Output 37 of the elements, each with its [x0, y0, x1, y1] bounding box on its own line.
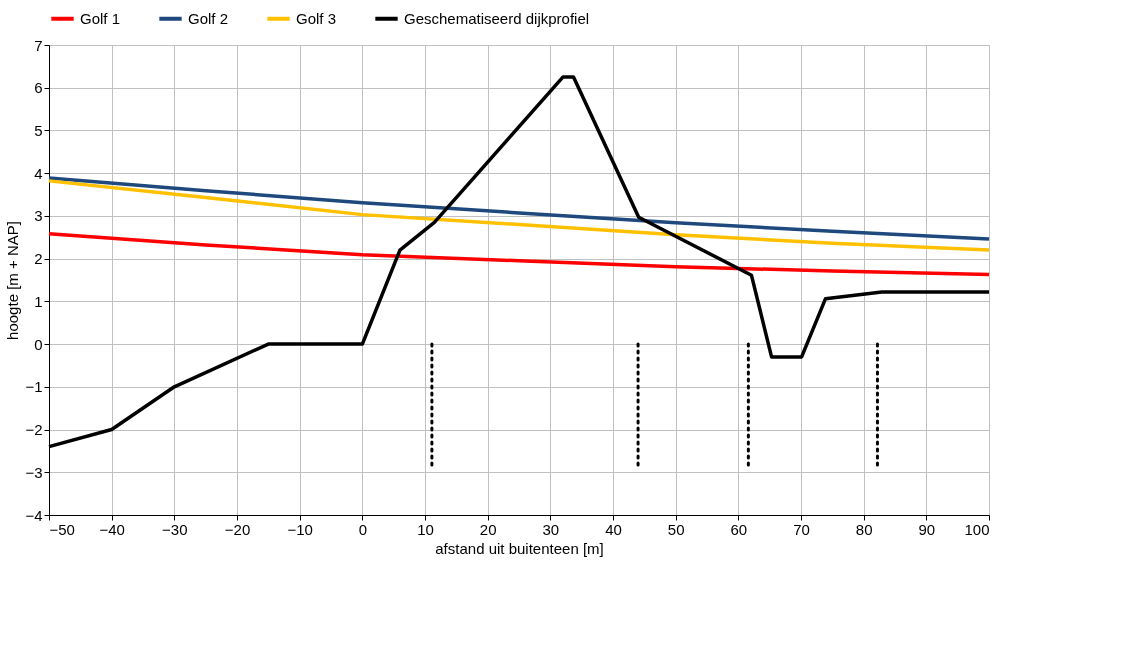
y-tick-label: 7 [34, 36, 43, 54]
x-tick-label: 40 [605, 520, 622, 538]
y-tick-label: 1 [34, 292, 43, 310]
legend-label: Golf 2 [188, 9, 229, 27]
y-tick-label: −2 [25, 421, 43, 439]
x-axis-title: afstand uit buitenteen [m] [435, 539, 604, 557]
x-tick-label: 30 [542, 520, 560, 538]
y-tick-label: 5 [34, 121, 43, 139]
y-tick-label: 2 [34, 250, 43, 268]
x-tick-label: −40 [99, 520, 125, 538]
y-tick-label: −3 [25, 463, 43, 481]
line-series [47, 232, 991, 277]
x-tick-label: −50 [49, 520, 75, 538]
x-tick-label: 80 [855, 520, 873, 538]
x-tick-label: −30 [162, 520, 188, 538]
y-tick-label: −4 [25, 506, 43, 524]
y-tick-label: 4 [34, 164, 43, 182]
y-axis-title: hoogte [m + NAP] [4, 221, 22, 340]
x-tick-label: −10 [287, 520, 313, 538]
y-tick-label: 3 [34, 207, 43, 225]
x-tick-label: 10 [417, 520, 434, 538]
line-series [47, 176, 991, 241]
x-tick-label: 60 [730, 520, 748, 538]
line-series [47, 179, 991, 252]
y-tick-label: −1 [25, 378, 43, 396]
x-tick-label: −20 [224, 520, 251, 538]
legend-label: Golf 3 [296, 9, 337, 27]
x-tick-label: 90 [918, 520, 936, 538]
x-tick-label: 100 [964, 520, 990, 538]
legend-label: Geschematiseerd dijkprofiel [404, 9, 590, 27]
y-tick-label: 0 [34, 335, 43, 353]
y-tick-label: 6 [34, 79, 43, 97]
x-tick-label: 0 [358, 520, 368, 538]
x-tick-label: 20 [479, 520, 497, 538]
x-tick-label: 70 [793, 520, 810, 538]
legend-label: Golf 1 [80, 9, 121, 27]
x-tick-label: 50 [667, 520, 685, 538]
